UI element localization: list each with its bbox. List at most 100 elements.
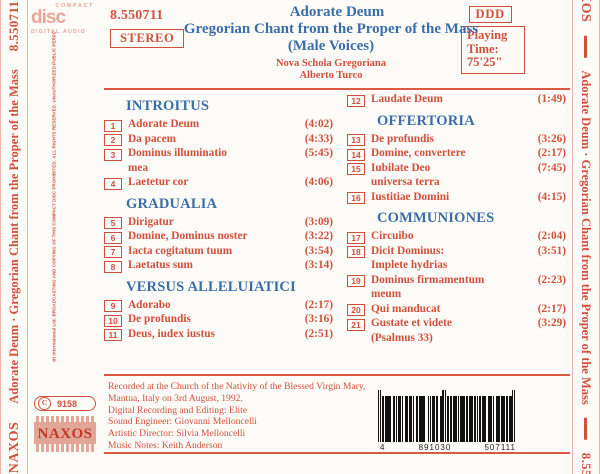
track-row[interactable]: 12 Laudate Deum (1:49) xyxy=(347,92,566,107)
tracklist: INTROITUS 1 Adorate Deum (4:02) 2 Da pacem (4:… xyxy=(104,92,570,345)
spine-right: NAXOS Adorate Deum · Gregorian Chant fro… xyxy=(572,0,600,474)
barcode-bar xyxy=(482,396,483,442)
track-row[interactable]: 20 Qui manducat (2:17) xyxy=(347,302,566,316)
divider-bottom xyxy=(104,374,570,377)
track-row[interactable]: 13 De profundis (3:26) xyxy=(347,132,566,146)
spine-divider xyxy=(584,35,588,58)
spine-title-right: Adorate Deum · Gregorian Chant from the … xyxy=(579,70,593,405)
track-row[interactable]: 3 Dominus illuminatio mea (5:45) xyxy=(104,146,333,175)
track-row[interactable]: 7 Iacta cogitatum tuum (3:54) xyxy=(104,244,333,258)
track-number: 11 xyxy=(104,329,122,341)
barcode-bar xyxy=(490,396,492,442)
track-number: 6 xyxy=(104,231,122,244)
track-title-continuation: mea xyxy=(128,161,149,174)
track-row[interactable]: 2 Da pacem (4:33) xyxy=(104,132,333,146)
barcode-bar xyxy=(480,396,482,442)
recording-info-line: Digital Recording and Editing: Elite xyxy=(108,404,248,416)
barcode-digits: 4 891030 507111 xyxy=(378,442,518,452)
barcode-bar xyxy=(434,396,435,442)
spine-divider-2 xyxy=(584,417,588,440)
spine-left-text: NAXOS Adorate Deum · Gregorian Chant fro… xyxy=(5,1,23,473)
barcode-bar xyxy=(421,396,423,442)
playing-time-label: Playing Time: xyxy=(467,28,508,56)
track-number: 21 xyxy=(347,318,365,331)
section-heading: VERSUS ALLELUIATICI xyxy=(126,278,296,295)
barcode-bar xyxy=(431,396,433,442)
track-number: 13 xyxy=(347,134,365,146)
cd-logo-disc-text: disc xyxy=(31,7,66,28)
barcode-bar xyxy=(488,396,490,442)
legal-fineprint-line: ALL RIGHTS RESERVED. UNAUTHORIZED PUBLIC… xyxy=(51,32,57,159)
track-duration: (3:22) xyxy=(304,230,333,242)
barcode-bar xyxy=(411,396,413,442)
barcode-bar xyxy=(477,396,478,442)
track-row[interactable]: 14 Domine, convertere (2:17) xyxy=(347,146,566,161)
performers-block: Nova Schola Gregoriana Alberto Turco xyxy=(162,58,500,82)
track-number: 5 xyxy=(104,217,122,229)
barcode-bar xyxy=(424,396,426,442)
track-title: Dominus illuminatio mea xyxy=(122,146,301,175)
barcode-bar xyxy=(472,396,474,442)
barcode-bar xyxy=(460,396,462,442)
barcode-digit-group-1: 4 xyxy=(380,443,386,452)
track-title: Domine, Dominus noster xyxy=(128,230,248,242)
barcode-bar xyxy=(473,396,475,442)
barcode-bar xyxy=(492,396,494,442)
barcode-bar xyxy=(387,396,389,442)
cd-logo-bottom-text: DIGITAL AUDIO xyxy=(31,29,87,35)
track-row[interactable]: 17 Circuibo (2:04) xyxy=(347,229,566,244)
barcode-bar xyxy=(437,396,439,442)
track-title: Domine, convertere xyxy=(371,147,466,159)
barcode-bar xyxy=(500,396,502,442)
barcode-bar xyxy=(455,396,456,442)
track-title: Deus, iudex iustus xyxy=(128,327,215,340)
ddd-badge: DDD xyxy=(468,6,512,23)
track-number: 4 xyxy=(104,177,122,190)
barcode-bar xyxy=(409,396,411,442)
barcode-bar xyxy=(474,396,476,442)
track-row[interactable]: 4 Laetetur cor (4:06) xyxy=(104,175,333,190)
barcode-bar xyxy=(439,396,441,442)
barcode-bar xyxy=(397,396,399,442)
track-number: 19 xyxy=(347,275,365,287)
track-row[interactable]: 9 Adorabo (2:17) xyxy=(104,298,333,312)
track-title: Dicit Dominus: Implete hydrias xyxy=(365,244,534,273)
track-row[interactable]: 11 Deus, iudex iustus (2:51) xyxy=(104,327,333,341)
track-duration: (3:14) xyxy=(304,259,333,271)
track-row[interactable]: 8 Laetatus sum (3:14) xyxy=(104,258,333,273)
playing-time-value: 75'25" xyxy=(467,55,503,69)
track-row[interactable]: 18 Dicit Dominus: Implete hydrias (3:51) xyxy=(347,244,566,273)
naxos-logo: NAXOS xyxy=(34,416,96,452)
track-duration: (7:45) xyxy=(537,161,566,174)
track-row[interactable]: 21 Gustate et videte (Psalmus 33) (3:29) xyxy=(347,316,566,345)
barcode-bar xyxy=(466,396,468,442)
track-number: 10 xyxy=(104,314,122,327)
track-title: Gustate et videte (Psalmus 33) xyxy=(365,316,534,345)
track-duration: (3:09) xyxy=(304,215,333,228)
track-row[interactable]: 19 Dominus firmamentum meum (2:23) xyxy=(347,273,566,302)
barcode-bar xyxy=(444,390,446,442)
barcode-bar xyxy=(479,396,481,442)
track-title: Da pacem xyxy=(128,132,177,145)
album-title: Adorate Deum xyxy=(289,4,385,20)
spine-catalogue-left: 8.550711 xyxy=(6,0,21,52)
track-row[interactable]: 10 De profundis (3:16) xyxy=(104,312,333,327)
copyright-code-number: 9158 xyxy=(57,398,78,409)
track-row[interactable]: 16 Iustitiae Domini (4:15) xyxy=(347,190,566,204)
barcode-bar xyxy=(388,396,390,442)
track-row[interactable]: 15 Iubilate Deo universa terra (7:45) xyxy=(347,161,566,190)
barcode-bar xyxy=(395,396,397,442)
recording-info-block: Recorded at the Church of the Nativity o… xyxy=(108,381,365,452)
barcode-bars xyxy=(378,390,518,442)
track-row[interactable]: 6 Domine, Dominus noster (3:22) xyxy=(104,229,333,244)
barcode-bar xyxy=(508,396,510,442)
barcode-bar xyxy=(512,390,513,442)
legal-fineprint-line: BROADCASTING AND COPYING OF THIS COMPACT… xyxy=(51,160,57,317)
barcode-bar xyxy=(503,396,504,442)
track-row[interactable]: 5 Dirigatur (3:09) xyxy=(104,215,333,229)
barcode-bar xyxy=(450,396,452,442)
track-row[interactable]: 1 Adorate Deum (4:02) xyxy=(104,117,333,132)
copyright-code-box: C 9158 xyxy=(34,396,96,411)
barcode-bar xyxy=(461,396,463,442)
